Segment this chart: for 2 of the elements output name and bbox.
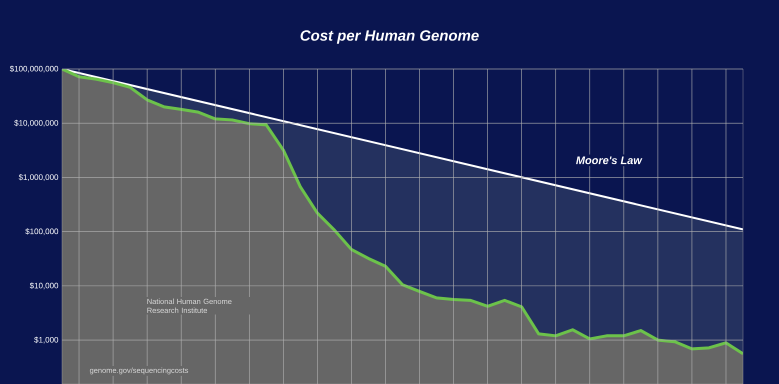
chart-title: Cost per Human Genome [300, 30, 479, 44]
text: Moore's Law [576, 156, 642, 164]
